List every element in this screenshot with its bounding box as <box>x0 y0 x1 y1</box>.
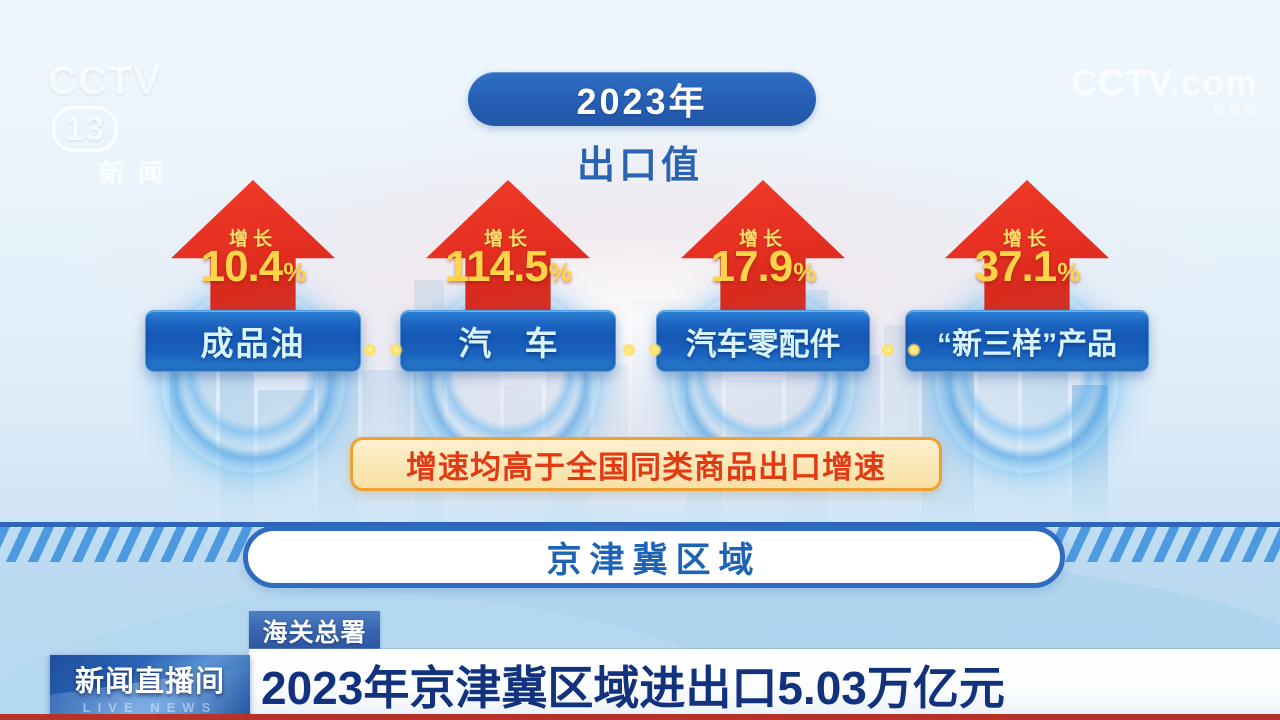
growth-label-2: 增长 <box>483 229 532 250</box>
growth-value-3: 17.9% <box>638 242 888 292</box>
annotation-banner-text: 增速均高于全国同类商品出口增速 <box>406 449 886 485</box>
category-plate-1: 成品油 <box>145 310 361 372</box>
stat-column-1: 增长 10.4% 成品油 <box>128 180 378 486</box>
category-label-1: 成品油 <box>200 325 306 362</box>
stat-column-3: 增长 17.9% 汽车零配件 <box>638 180 888 486</box>
category-plate-4: “新三样”产品 <box>905 310 1149 372</box>
growth-label-3: 增长 <box>738 229 787 250</box>
category-plate-2: 汽 车 <box>400 310 616 372</box>
growth-label-4: 增长 <box>1002 229 1051 250</box>
category-label-2: 汽 车 <box>458 325 570 362</box>
chart-subtitle: 出口值 <box>576 145 703 187</box>
plate-separator-dot <box>389 343 403 357</box>
percent-symbol-2: % <box>548 257 572 287</box>
percent-symbol-3: % <box>793 257 816 287</box>
plate-separator-dot <box>622 343 636 357</box>
arrow-content-1: 增长 10.4% <box>128 180 378 410</box>
percent-symbol-4: % <box>1057 257 1080 287</box>
region-label: 京津冀区域 <box>546 540 762 580</box>
plate-separator-dot <box>648 343 662 357</box>
program-badge: 新闻直播间 LIVE NEWS <box>50 655 250 720</box>
category-label-4: “新三样”产品 <box>937 328 1117 361</box>
source-tag-label: 海关总署 <box>262 618 367 647</box>
region-pill: 京津冀区域 <box>243 526 1065 588</box>
stat-column-2: 增长 114.5% 汽 车 <box>383 180 633 486</box>
program-sub-label: LIVE NEWS <box>82 700 218 715</box>
growth-number-2: 114.5 <box>445 242 549 291</box>
growth-value-1: 10.4% <box>128 242 378 292</box>
arrow-content-2: 增长 114.5% <box>383 180 633 410</box>
arrow-content-4: 增长 37.1% <box>902 180 1152 410</box>
year-title-pill: 2023年 <box>468 72 816 126</box>
bottom-red-strip <box>0 714 1280 720</box>
growth-number-3: 17.9 <box>710 242 794 291</box>
headline-text: 2023年京津冀区域进出口5.03万亿元 <box>261 661 1005 714</box>
category-label-3: 汽车零配件 <box>685 326 841 362</box>
stat-column-4: 增长 37.1% “新三样”产品 <box>902 180 1152 486</box>
headline-bar: 2023年京津冀区域进出口5.03万亿元 <box>249 649 1280 720</box>
category-plate-3: 汽车零配件 <box>656 310 870 372</box>
arrow-content-3: 增长 17.9% <box>638 180 888 410</box>
plate-separator-dot <box>363 343 377 357</box>
plate-separator-dot <box>907 343 921 357</box>
growth-value-2: 114.5% <box>383 242 633 292</box>
percent-symbol-1: % <box>283 257 306 287</box>
source-tag: 海关总署 <box>249 611 380 650</box>
plate-separator-dot <box>881 343 895 357</box>
growth-value-4: 37.1% <box>902 242 1152 292</box>
growth-number-4: 37.1 <box>974 242 1058 291</box>
annotation-banner: 增速均高于全国同类商品出口增速 <box>350 437 942 491</box>
program-name: 新闻直播间 <box>74 666 225 698</box>
year-title-text: 2023年 <box>576 81 708 122</box>
growth-number-1: 10.4 <box>200 242 284 291</box>
growth-label-1: 增长 <box>228 229 277 250</box>
